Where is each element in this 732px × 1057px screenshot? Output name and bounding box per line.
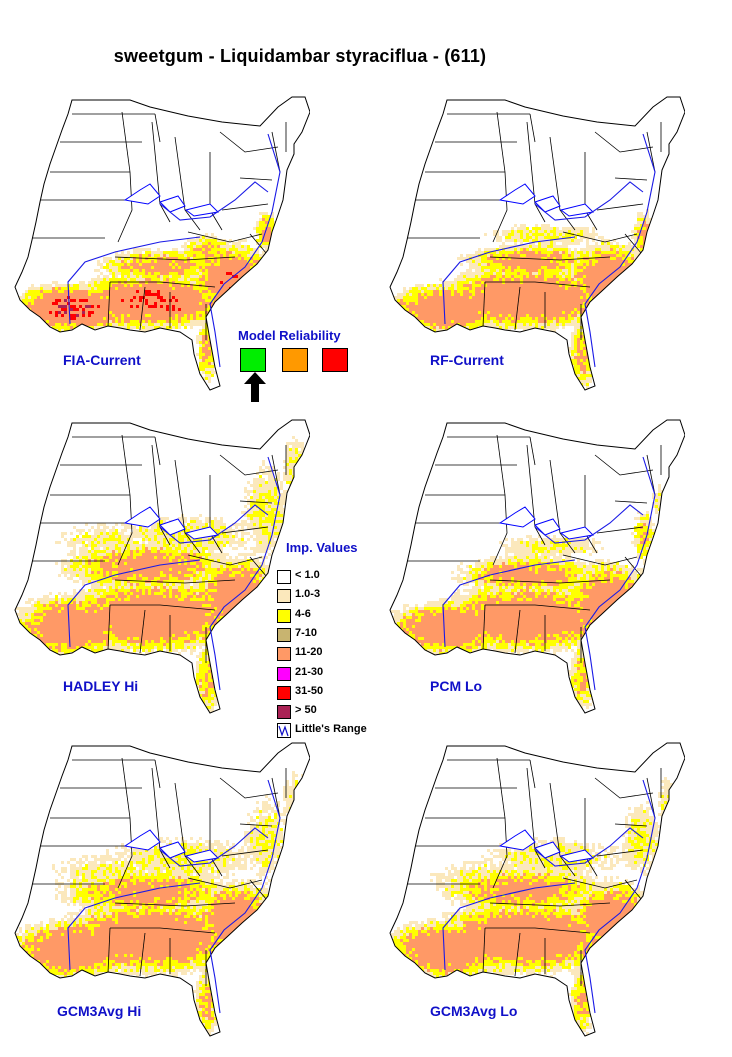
range-map: [14, 419, 310, 714]
lake-outline: [123, 829, 161, 851]
state-boundaries: [32, 434, 287, 663]
littles-range-line: [442, 779, 656, 1014]
lake-outline: [123, 506, 161, 528]
lake-outline: [123, 183, 161, 205]
model-reliability-title: Model Reliability: [238, 328, 341, 343]
legend-label: 21-30: [295, 665, 324, 678]
legend-label: 7-10: [295, 626, 318, 639]
legend-label: 11-20: [295, 646, 323, 659]
range-map: [389, 419, 685, 714]
reliability-swatch-medium: [282, 348, 308, 372]
panel-label-fia-current: FIA-Current: [63, 352, 141, 368]
reliability-swatch-low: [322, 348, 348, 372]
page-title: sweetgum - Liquidambar styraciflua - (61…: [113, 46, 487, 66]
legend-swatch: [277, 627, 291, 642]
legend-swatch: [277, 570, 291, 584]
panel-label-gcm3avg-lo: GCM3Avg Lo: [430, 1003, 518, 1019]
legend-label: > 50: [295, 704, 317, 717]
range-map: [14, 742, 310, 1037]
range-map: [389, 96, 685, 391]
country-outline: [14, 419, 310, 714]
legend-label: < 1.0: [295, 569, 320, 581]
map-panel-gcm3avg-lo: [385, 738, 685, 1038]
legend-label: 1.0-3: [295, 588, 321, 601]
map-panel-gcm3avg-hi: [10, 738, 310, 1038]
legend-swatch: [277, 705, 291, 720]
lake-outline: [498, 829, 536, 851]
state-boundaries: [32, 111, 287, 340]
littles-range-icon: [277, 723, 291, 739]
littles-range-line: [442, 456, 656, 691]
map-panel-rf-current: [385, 92, 685, 392]
country-outline: [389, 419, 685, 714]
reliability-swatch-high: [240, 348, 266, 372]
range-map: [14, 96, 310, 391]
country-outline: [389, 742, 685, 1037]
panel-label-rf-current: RF-Current: [430, 352, 504, 368]
country-outline: [389, 96, 685, 391]
legend-swatch: [277, 685, 291, 700]
country-outline: [14, 96, 310, 391]
legend-label: 4-6: [295, 607, 311, 620]
legend-label: 31-50: [295, 684, 324, 697]
map-panel-pcm-lo: [385, 415, 685, 715]
panel-label-hadley-hi: HADLEY Hi: [63, 678, 139, 694]
state-boundaries: [32, 757, 287, 986]
legend-swatch: [277, 608, 291, 623]
legend-swatch: [277, 589, 291, 604]
littles-range-line: [67, 779, 281, 1014]
legend-title: Imp. Values: [286, 540, 358, 555]
panel-label-pcm-lo: PCM Lo: [430, 678, 483, 694]
lake-outline: [498, 183, 536, 205]
legend-swatch: [277, 647, 291, 662]
littles-range-line: [442, 133, 656, 368]
legend-label: Little's Range: [295, 723, 367, 736]
range-map: [389, 742, 685, 1037]
legend-swatch: [277, 666, 291, 681]
lake-outline: [498, 506, 536, 528]
reliability-arrow-icon: [244, 372, 266, 402]
littles-range-line: [67, 133, 281, 368]
map-panel-fia-current: [10, 92, 310, 392]
panel-label-gcm3avg-hi: GCM3Avg Hi: [57, 1003, 142, 1019]
state-boundaries: [407, 757, 662, 986]
country-outline: [14, 742, 310, 1037]
littles-range-line: [67, 456, 281, 691]
map-panel-hadley-hi: [10, 415, 310, 715]
